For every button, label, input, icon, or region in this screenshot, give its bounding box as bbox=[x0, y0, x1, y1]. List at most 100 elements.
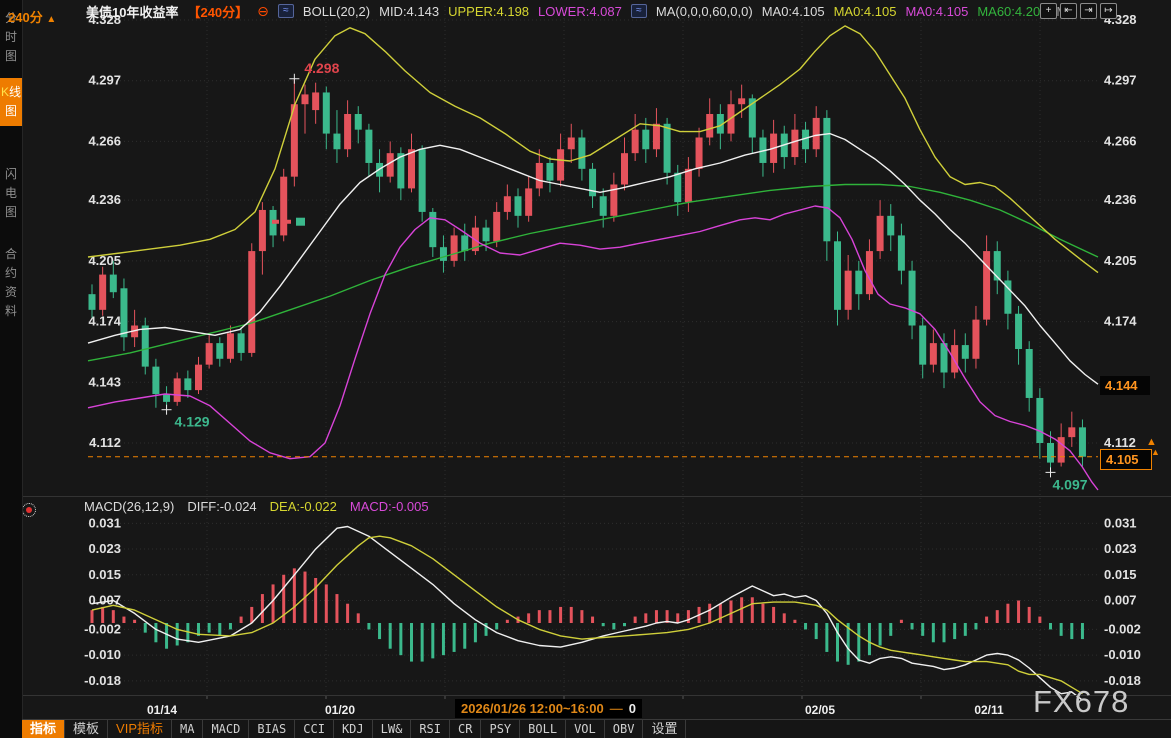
axis-scale-right-icon[interactable]: ⇥ bbox=[1080, 3, 1097, 19]
candle-body bbox=[1015, 314, 1022, 349]
tab-psy[interactable]: PSY bbox=[481, 720, 520, 738]
candle-body bbox=[632, 130, 639, 154]
macd-axis-label-right: 0.007 bbox=[1104, 592, 1137, 607]
candle-body bbox=[887, 216, 894, 236]
period-tag[interactable]: 【240分】 bbox=[187, 2, 248, 21]
candle-body bbox=[909, 271, 916, 326]
period-selector[interactable]: 240分 ▲ bbox=[8, 7, 56, 26]
sidebar-item-lightning-chart[interactable]: 闪电图 bbox=[0, 160, 22, 227]
macd-indicator-label: MACD(26,12,9) bbox=[84, 499, 174, 514]
candle-body bbox=[664, 124, 671, 173]
tab-macd[interactable]: MACD bbox=[203, 720, 249, 738]
macd-histogram-bar bbox=[730, 600, 733, 623]
candle-body bbox=[248, 251, 255, 353]
macd-histogram-bar bbox=[921, 623, 924, 636]
tab-boll[interactable]: BOLL bbox=[520, 720, 566, 738]
mini-chart-icon[interactable]: ≈ bbox=[278, 4, 294, 18]
x-axis: 2026/01/26 12:00~16:00 — 0 01/1401/2001/… bbox=[22, 695, 1171, 720]
candle-body bbox=[877, 216, 884, 251]
candle-body bbox=[515, 196, 522, 216]
macd-histogram-bar bbox=[1017, 600, 1020, 623]
macd-histogram-bar bbox=[932, 623, 935, 642]
candle-body bbox=[674, 173, 681, 202]
candle-body bbox=[823, 118, 830, 241]
collapse-icon[interactable]: ⊖ bbox=[257, 4, 269, 18]
candle-body bbox=[355, 114, 362, 130]
indicator-target-icon[interactable] bbox=[22, 503, 36, 517]
macd-histogram-bar bbox=[176, 623, 179, 646]
tab-ma[interactable]: MA bbox=[172, 720, 203, 738]
candle-body bbox=[408, 149, 415, 188]
chart-header: 美债10年收益率 【240分】 ⊖ ≈ BOLL(20,2) MID:4.143… bbox=[86, 2, 1067, 20]
tab-lw[interactable]: LW& bbox=[373, 720, 412, 738]
macd-histogram-bar bbox=[389, 623, 392, 649]
pan-right-icon[interactable]: ↦ bbox=[1100, 3, 1117, 19]
x-axis-label: 01/20 bbox=[325, 703, 355, 717]
macd-histogram-bar bbox=[985, 617, 988, 623]
sidebar-item-contract-info[interactable]: 合约资料 bbox=[0, 240, 22, 326]
macd-histogram-bar bbox=[144, 623, 147, 633]
tab-obv[interactable]: OBV bbox=[605, 720, 644, 738]
macd-histogram-bar bbox=[1028, 607, 1031, 623]
y-axis-label-right: 4.174 bbox=[1104, 314, 1137, 329]
macd-histogram-bar bbox=[857, 623, 860, 662]
axis-scale-left-icon[interactable]: ⇤ bbox=[1060, 3, 1077, 19]
tab-indicator[interactable]: 指标 bbox=[22, 720, 65, 738]
y-axis-label-left: 4.112 bbox=[89, 435, 121, 450]
macd-histogram-bar bbox=[421, 623, 424, 662]
macd-histogram-bar bbox=[793, 620, 796, 623]
tab-rsi[interactable]: RSI bbox=[411, 720, 450, 738]
candle-body bbox=[451, 235, 458, 260]
panel-divider[interactable] bbox=[22, 496, 1171, 497]
macd-histogram-bar bbox=[1038, 617, 1041, 623]
app-window: 4.3284.3284.2974.2974.2664.2664.2364.236… bbox=[0, 0, 1171, 738]
macd-histogram-bar bbox=[208, 623, 211, 633]
boll-upper-value: UPPER:4.198 bbox=[448, 4, 529, 19]
candle-body bbox=[1026, 349, 1033, 398]
macd-axis-label-right: 0.015 bbox=[1104, 567, 1137, 582]
kline-macd-chart[interactable]: 4.3284.3284.2974.2974.2664.2664.2364.236… bbox=[0, 0, 1171, 738]
macd-histogram-bar bbox=[229, 623, 232, 629]
sidebar: 分时图 K线图 闪电图 合约资料 bbox=[0, 0, 23, 738]
candle-body bbox=[333, 134, 340, 150]
date-range-tooltip: 2026/01/26 12:00~16:00 — 0 bbox=[455, 699, 642, 718]
macd-histogram-bar bbox=[218, 623, 221, 636]
macd-histogram-bar bbox=[634, 617, 637, 623]
candle-body bbox=[259, 210, 266, 251]
tab-cci[interactable]: CCI bbox=[295, 720, 334, 738]
mini-chart-icon[interactable]: ≈ bbox=[631, 4, 647, 18]
macd-histogram-bar bbox=[506, 620, 509, 623]
candle-body bbox=[972, 320, 979, 359]
macd-histogram-bar bbox=[261, 594, 264, 623]
y-axis-label-right: 4.266 bbox=[1104, 133, 1137, 148]
sidebar-item-kline-chart[interactable]: K线图 bbox=[0, 78, 22, 126]
macd-histogram-bar bbox=[154, 623, 157, 642]
tab-vol[interactable]: VOL bbox=[566, 720, 605, 738]
tab-cr[interactable]: CR bbox=[450, 720, 481, 738]
candle-body bbox=[302, 94, 309, 104]
macd-histogram-bar bbox=[1006, 604, 1009, 623]
tab-kdj[interactable]: KDJ bbox=[334, 720, 373, 738]
macd-histogram-bar bbox=[101, 607, 104, 623]
macd-header: MACD(26,12,9) DIFF:-0.024 DEA:-0.022 MAC… bbox=[84, 499, 429, 514]
move-tool-icon[interactable]: + bbox=[1040, 3, 1057, 19]
ma0-yellow-value: MA0:4.105 bbox=[834, 4, 897, 19]
macd-histogram-bar bbox=[751, 597, 754, 623]
tab-template[interactable]: 模板 bbox=[65, 720, 108, 738]
macd-histogram-bar bbox=[1081, 623, 1084, 639]
macd-histogram-bar bbox=[431, 623, 434, 658]
tab-vip-indicator[interactable]: VIP指标 bbox=[108, 720, 172, 738]
macd-histogram-bar bbox=[974, 623, 977, 629]
macd-histogram-bar bbox=[964, 623, 967, 636]
tab-bias[interactable]: BIAS bbox=[249, 720, 295, 738]
gap-marker-block bbox=[296, 218, 305, 226]
candle-body bbox=[930, 343, 937, 365]
candle-body bbox=[866, 251, 873, 294]
tab-settings[interactable]: 设置 bbox=[643, 720, 686, 738]
macd-histogram-bar bbox=[740, 597, 743, 623]
indicator-toolbar: 指标 模板 VIP指标 MA MACD BIAS CCI KDJ LW& RSI… bbox=[22, 719, 1171, 738]
candle-body bbox=[89, 294, 96, 310]
y-axis-label-right: 4.112 bbox=[1104, 435, 1136, 450]
macd-axis-label-left: 0.023 bbox=[88, 541, 121, 556]
macd-histogram-bar bbox=[623, 623, 626, 626]
